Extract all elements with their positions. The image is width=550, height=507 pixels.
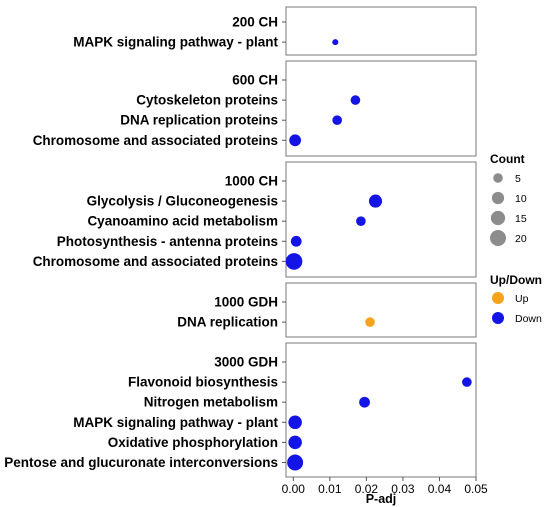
- term-label: Oxidative phosphorylation: [108, 435, 278, 450]
- panel-border: [285, 60, 477, 157]
- facet-panel: [285, 60, 477, 157]
- group-label: 3000 GDH: [214, 355, 278, 370]
- facet-panels: [285, 6, 477, 478]
- legend-direction-marker: [492, 292, 504, 304]
- legend-count-title: Count: [490, 152, 525, 166]
- legend-direction-title: Up/Down: [490, 273, 542, 287]
- legend-count-marker: [490, 210, 506, 226]
- term-label: Cytoskeleton proteins: [136, 93, 278, 108]
- data-point: [290, 235, 302, 247]
- legend-count-label: 15: [515, 213, 527, 225]
- term-label: Glycolysis / Gluconeogenesis: [87, 194, 278, 209]
- data-point: [288, 435, 302, 450]
- panel-border: [285, 6, 477, 56]
- panel-border: [285, 342, 477, 478]
- x-tick-label: 0.04: [428, 482, 452, 496]
- legend-count-label: 5: [515, 173, 521, 185]
- data-point: [332, 115, 342, 125]
- data-point: [289, 134, 302, 147]
- data-point: [350, 95, 361, 105]
- data-point: [462, 377, 472, 387]
- term-label: Pentose and glucuronate interconversions: [4, 455, 278, 470]
- data-points: [285, 39, 472, 471]
- term-label: Chromosome and associated proteins: [33, 133, 278, 148]
- data-point: [356, 216, 366, 226]
- legend-count-marker: [493, 173, 503, 183]
- panel-border: [285, 282, 477, 338]
- term-label: Photosynthesis - antenna proteins: [57, 234, 278, 249]
- x-tick-label: 0.05: [464, 482, 488, 496]
- facet-panel: [285, 6, 477, 56]
- panel-border: [285, 161, 477, 278]
- x-tick-label: 0.02: [355, 482, 379, 496]
- data-point: [288, 415, 302, 430]
- term-label: Chromosome and associated proteins: [33, 254, 278, 269]
- data-point: [368, 194, 383, 208]
- term-label: MAPK signaling pathway - plant: [73, 35, 278, 50]
- term-label: Nitrogen metabolism: [144, 395, 278, 410]
- legend-count-label: 20: [515, 233, 527, 245]
- legend-count-marker: [491, 191, 505, 205]
- x-axis: 0.00 0.01 0.02 0.03 0.04 0.05: [282, 477, 488, 496]
- legend-direction-marker: [492, 312, 504, 324]
- legend-count-label: 10: [515, 193, 527, 205]
- group-label: 1000 CH: [225, 174, 278, 189]
- term-label: DNA replication proteins: [120, 113, 278, 128]
- x-tick-label: 0.03: [391, 482, 415, 496]
- facet-panel: [285, 161, 477, 278]
- x-tick-label: 0.01: [318, 482, 342, 496]
- legend: Count 5 10 15 20 Up/Down Up Down: [490, 152, 542, 325]
- term-label: Flavonoid biosynthesis: [128, 375, 278, 390]
- legend-count-marker: [490, 230, 506, 246]
- category-labels: 200 CH MAPK signaling pathway - plant 600 …: [4, 15, 286, 470]
- x-axis-title: P-adj: [366, 492, 397, 506]
- data-point: [365, 317, 375, 327]
- term-label: MAPK signaling pathway - plant: [73, 415, 278, 430]
- term-label: Cyanoamino acid metabolism: [87, 214, 278, 229]
- term-label: DNA replication: [177, 315, 278, 330]
- data-point: [287, 454, 304, 471]
- legend-direction-label: Up: [515, 293, 529, 305]
- data-point: [285, 253, 303, 270]
- group-label: 1000 GDH: [214, 295, 278, 310]
- group-label: 200 CH: [232, 15, 278, 30]
- facet-panel: [285, 342, 477, 478]
- group-label: 600 CH: [232, 73, 278, 88]
- legend-direction-label: Down: [515, 313, 542, 325]
- data-point: [332, 39, 339, 46]
- x-tick-label: 0.00: [282, 482, 306, 496]
- data-point: [359, 396, 370, 408]
- facet-panel: [285, 282, 477, 338]
